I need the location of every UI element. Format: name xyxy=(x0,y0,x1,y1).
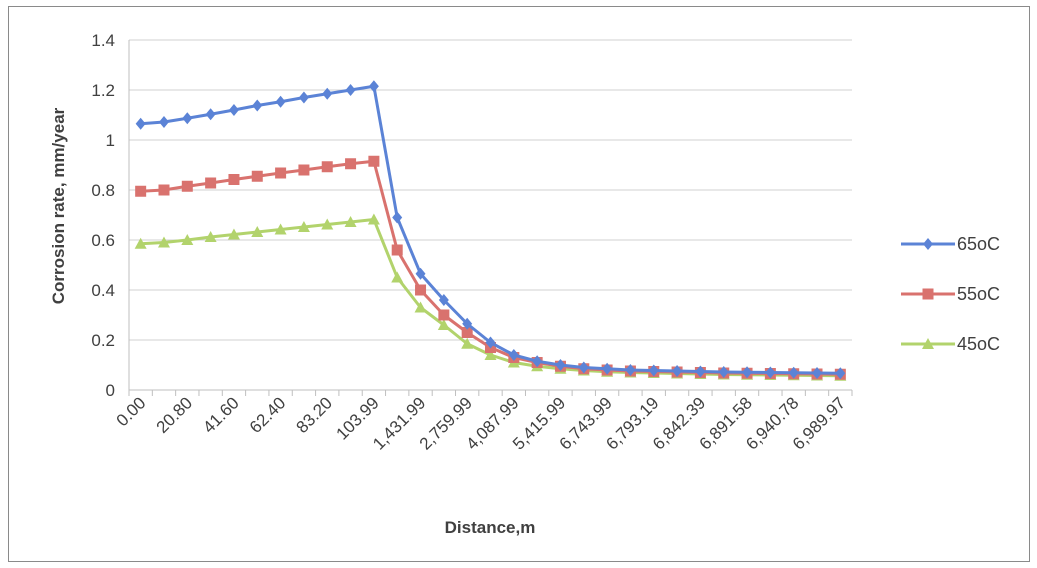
gridlines xyxy=(129,40,852,340)
legend-marker xyxy=(923,238,933,250)
data-point xyxy=(346,84,356,96)
x-tick-label: 0.00 xyxy=(113,393,150,430)
legend-item: 65oC xyxy=(901,234,1000,254)
legend: 65oC 55oC 45oC xyxy=(901,234,1000,354)
data-point xyxy=(182,181,193,192)
data-point xyxy=(322,161,333,172)
y-tick-label: 0.8 xyxy=(91,181,115,200)
x-tick-label: 62.40 xyxy=(246,393,290,437)
series-group xyxy=(135,80,847,381)
data-point xyxy=(275,168,286,179)
x-tick-label: 41.60 xyxy=(199,393,243,437)
data-point xyxy=(252,171,263,182)
chart-frame: 0 0.2 0.4 0.6 0.8 1 1.2 1.4 0.00 20.80 41.60 62.40… xyxy=(8,6,1030,562)
x-tick-label: 20.80 xyxy=(153,393,197,437)
data-point xyxy=(276,96,286,108)
data-point xyxy=(298,165,309,176)
data-point xyxy=(391,272,403,283)
data-point xyxy=(392,212,402,224)
y-tick-labels: 0 0.2 0.4 0.6 0.8 1 1.2 1.4 xyxy=(91,31,115,400)
data-point xyxy=(182,112,192,124)
data-point xyxy=(136,118,146,130)
data-point xyxy=(252,100,262,112)
y-tick-label: 0.2 xyxy=(91,331,115,350)
data-point xyxy=(229,104,239,116)
data-point xyxy=(135,186,146,197)
y-tick-label: 0.6 xyxy=(91,231,115,250)
y-tick-label: 1.2 xyxy=(91,81,115,100)
x-tick-labels: 0.00 20.80 41.60 62.40 83.20103.991,431.992,… xyxy=(113,393,850,453)
y-tick-label: 1.4 xyxy=(91,31,115,50)
legend-label: 55oC xyxy=(957,284,1000,304)
data-point xyxy=(228,174,239,185)
data-point xyxy=(438,310,449,321)
series-65oC xyxy=(136,80,846,379)
y-tick-label: 0.4 xyxy=(91,281,115,300)
x-tick-label: 83.20 xyxy=(293,393,337,437)
data-point xyxy=(345,158,356,169)
y-axis-title: Corrosion rate, mm/year xyxy=(49,107,68,304)
legend-item: 45oC xyxy=(901,334,1000,354)
data-point xyxy=(206,108,216,120)
line-chart: 0 0.2 0.4 0.6 0.8 1 1.2 1.4 0.00 20.80 41.60 62.40… xyxy=(9,7,1031,563)
data-point xyxy=(368,156,379,167)
legend-label: 65oC xyxy=(957,234,1000,254)
data-point xyxy=(205,178,216,189)
data-point xyxy=(159,116,169,128)
legend-marker xyxy=(923,289,934,300)
data-point xyxy=(158,185,169,196)
x-axis-title: Distance,m xyxy=(445,518,536,537)
legend-label: 45oC xyxy=(957,334,1000,354)
y-tick-label: 1 xyxy=(106,131,115,150)
legend-item: 55oC xyxy=(901,284,1000,304)
series-line xyxy=(141,86,841,373)
y-tick-label: 0 xyxy=(106,381,115,400)
data-point xyxy=(415,285,426,296)
series-45oC xyxy=(135,214,847,381)
data-point xyxy=(299,92,309,104)
data-point xyxy=(392,245,403,256)
